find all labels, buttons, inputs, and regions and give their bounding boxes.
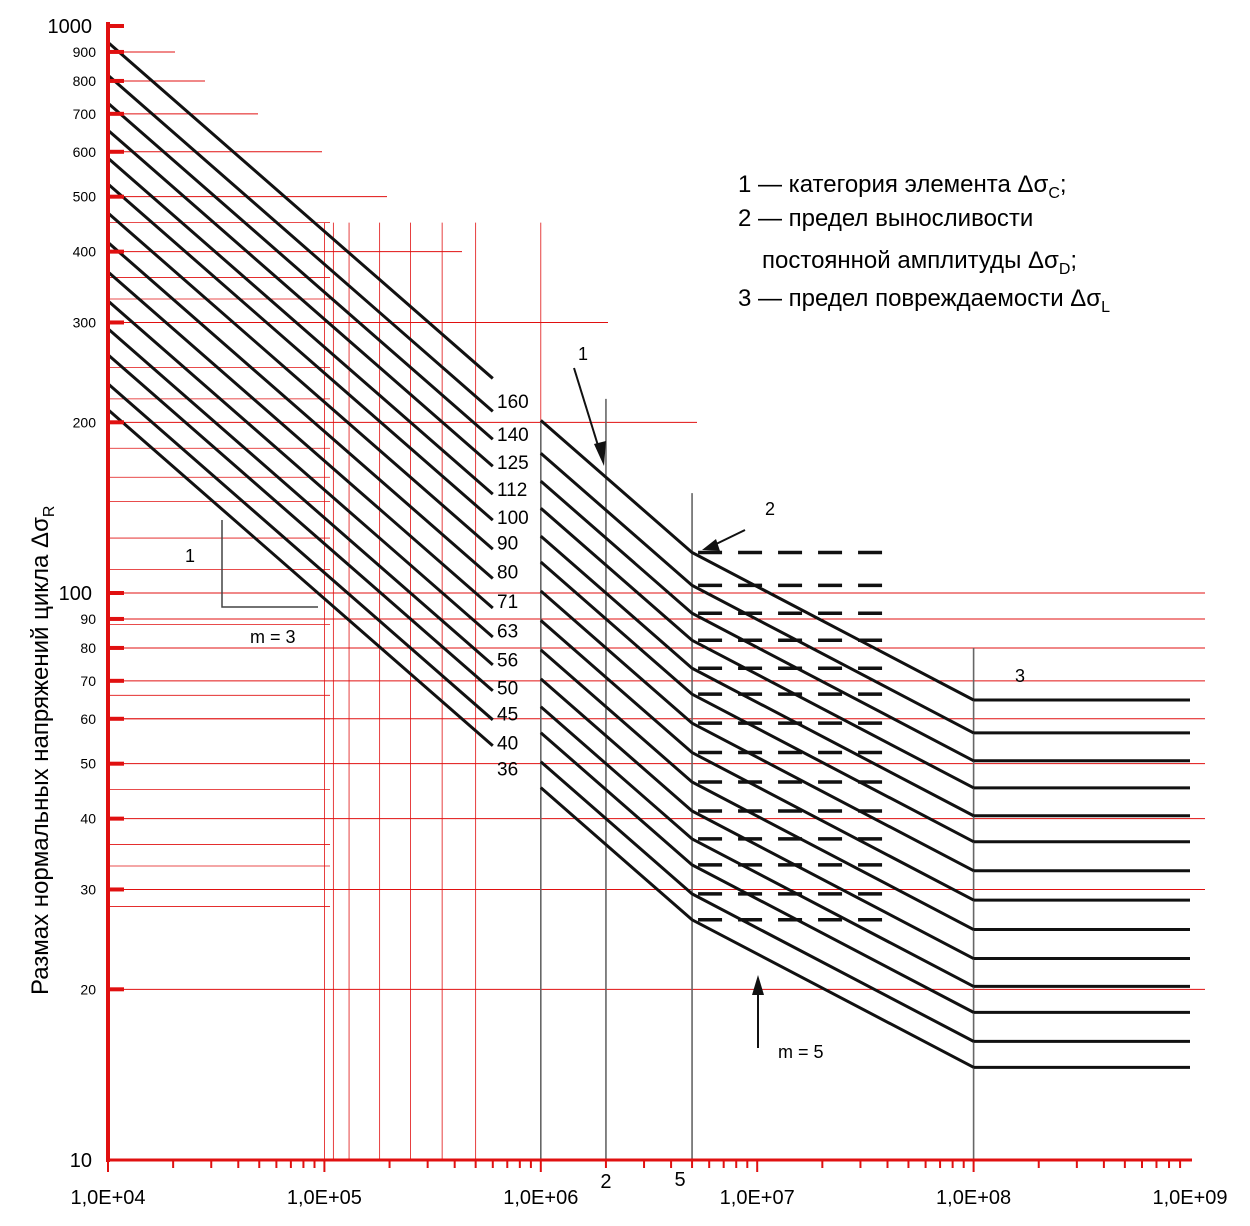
category-label: 71: [497, 592, 518, 613]
curve-left-segment: [107, 408, 494, 747]
category-label: 140: [497, 425, 529, 446]
legend-item-1: 1 — категория элемента ΔσC;: [738, 171, 1067, 202]
curve-right-segment: [539, 731, 975, 1014]
slope-m5-label: m = 5: [778, 1042, 824, 1062]
curve-right-segment: [539, 452, 975, 735]
y-tick-label: 200: [73, 414, 97, 430]
curve-right-segment: [539, 560, 975, 844]
y-tick-label: 500: [73, 189, 97, 205]
arrow-marker-1: [573, 367, 601, 453]
arrow-m5-head: [752, 975, 764, 995]
y-tick-label: 10: [70, 1150, 92, 1172]
curve-left-segment: [107, 382, 494, 721]
axes: 1000 100 10 900 800 700 600 500 400 300 200 90 80 70 6…: [48, 16, 1228, 1209]
y-tick-label: 100: [59, 583, 92, 605]
x-tick-label: 1,0E+09: [1152, 1187, 1227, 1209]
curve-right-segment: [539, 619, 975, 902]
marker-2-label: 2: [765, 499, 775, 519]
curve-left-segment: [107, 102, 494, 441]
y-tick-label: 900: [73, 44, 97, 60]
x-tick-label: 1,0E+06: [503, 1187, 578, 1209]
curve-right-segment: [539, 419, 975, 702]
slope-m3-label: m = 3: [250, 627, 296, 647]
y-tick-label: 400: [73, 244, 97, 260]
category-label: 40: [497, 733, 518, 754]
y-tick-label: 1000: [48, 16, 93, 38]
cycle-mark-label: 5: [674, 1169, 685, 1191]
category-label: 160: [497, 392, 529, 413]
curve-right-segment: [539, 705, 975, 988]
arrow-marker-2: [711, 529, 746, 547]
category-label: 63: [497, 622, 518, 643]
slope-triangle-label: 1: [185, 546, 195, 566]
cycle-mark-label: 2: [600, 1171, 611, 1193]
y-tick-label: 80: [80, 640, 96, 656]
curve-left-segment: [107, 270, 494, 610]
curve-right-segment: [539, 760, 975, 1043]
category-label: 50: [497, 678, 518, 699]
curve-right-segment: [539, 786, 975, 1069]
arrow-marker-1-head: [594, 441, 606, 466]
y-tick-label: 20: [80, 981, 96, 997]
y-tick-label: 30: [80, 881, 96, 897]
curve-left-segment: [107, 41, 494, 380]
x-tick-label: 1,0E+07: [720, 1187, 795, 1209]
curve-right-segment: [539, 589, 975, 873]
curve-left-segment: [107, 299, 494, 639]
curve-left-segment: [107, 156, 494, 496]
curve-left-segment: [107, 211, 494, 551]
curve-right-segment: [539, 677, 975, 960]
curve-left-segment: [107, 327, 494, 666]
red-grid: [108, 51, 1205, 1160]
y-tick-label: 60: [80, 711, 96, 727]
fatigue-curves: [107, 41, 1190, 1069]
legend: 1 — категория элемента ΔσC; 2 — предел в…: [738, 171, 1110, 316]
legend-item-2-cont: постоянной амплитуды ΔσD;: [762, 247, 1077, 278]
y-tick-label: 50: [80, 756, 96, 772]
curve-right-segment: [539, 507, 975, 790]
y-tick-label: 300: [73, 314, 97, 330]
labels: 160 140 125 112 100 90 80 71 63 56 50 45 40 36 1 m = 3 m…: [185, 344, 1025, 1062]
x-tick-label: 1,0E+05: [287, 1187, 362, 1209]
y-tick-label: 90: [80, 611, 96, 627]
y-tick-label: 700: [73, 106, 97, 122]
x-tick-label: 1,0E+08: [936, 1187, 1011, 1209]
y-tick-label: 800: [73, 73, 97, 89]
x-tick-label: 1,0E+04: [70, 1187, 145, 1209]
category-label: 80: [497, 563, 518, 584]
legend-item-3: 3 — предел повреждаемости ΔσL: [738, 285, 1110, 316]
curve-left-segment: [107, 182, 494, 522]
curve-left-segment: [107, 129, 494, 468]
category-label: 45: [497, 704, 518, 725]
curve-left-segment: [107, 353, 494, 692]
legend-item-2: 2 — предел выносливости: [738, 205, 1033, 232]
category-label: 100: [497, 508, 529, 529]
category-label: 125: [497, 453, 529, 474]
category-label: 90: [497, 534, 518, 555]
arrow-marker-2-head: [702, 539, 720, 551]
curve-left-segment: [107, 241, 494, 580]
curve-right-segment: [539, 480, 975, 763]
category-label: 36: [497, 759, 518, 780]
curve-left-segment: [107, 74, 494, 413]
curve-right-segment: [539, 534, 975, 818]
curve-right-segment: [539, 648, 975, 931]
y-tick-label: 600: [73, 144, 97, 160]
marker-1-label: 1: [578, 344, 588, 364]
y-axis-label: Размах нормальных напряжений цикла ΔσR: [27, 506, 58, 995]
y-tick-label: 40: [80, 811, 96, 827]
marker-3-label: 3: [1015, 666, 1025, 686]
category-label: 112: [497, 480, 527, 501]
y-tick-label: 70: [80, 673, 96, 689]
category-label: 56: [497, 651, 518, 672]
slope-triangle: [221, 520, 318, 608]
